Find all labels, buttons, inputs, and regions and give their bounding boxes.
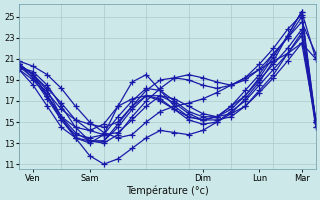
- X-axis label: Température (°c): Température (°c): [126, 185, 209, 196]
